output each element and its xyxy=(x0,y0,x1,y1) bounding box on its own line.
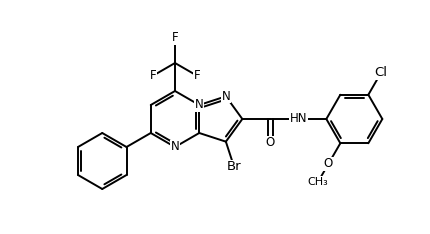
Text: O: O xyxy=(324,157,333,170)
Text: Cl: Cl xyxy=(375,66,387,79)
Text: F: F xyxy=(194,69,200,82)
Text: F: F xyxy=(172,31,178,44)
Text: HN: HN xyxy=(289,113,307,125)
Text: O: O xyxy=(266,136,275,149)
Text: N: N xyxy=(195,99,204,111)
Text: CH₃: CH₃ xyxy=(307,177,329,187)
Text: N: N xyxy=(221,90,230,103)
Text: F: F xyxy=(150,69,157,82)
Text: Br: Br xyxy=(227,161,241,173)
Text: N: N xyxy=(171,140,179,154)
